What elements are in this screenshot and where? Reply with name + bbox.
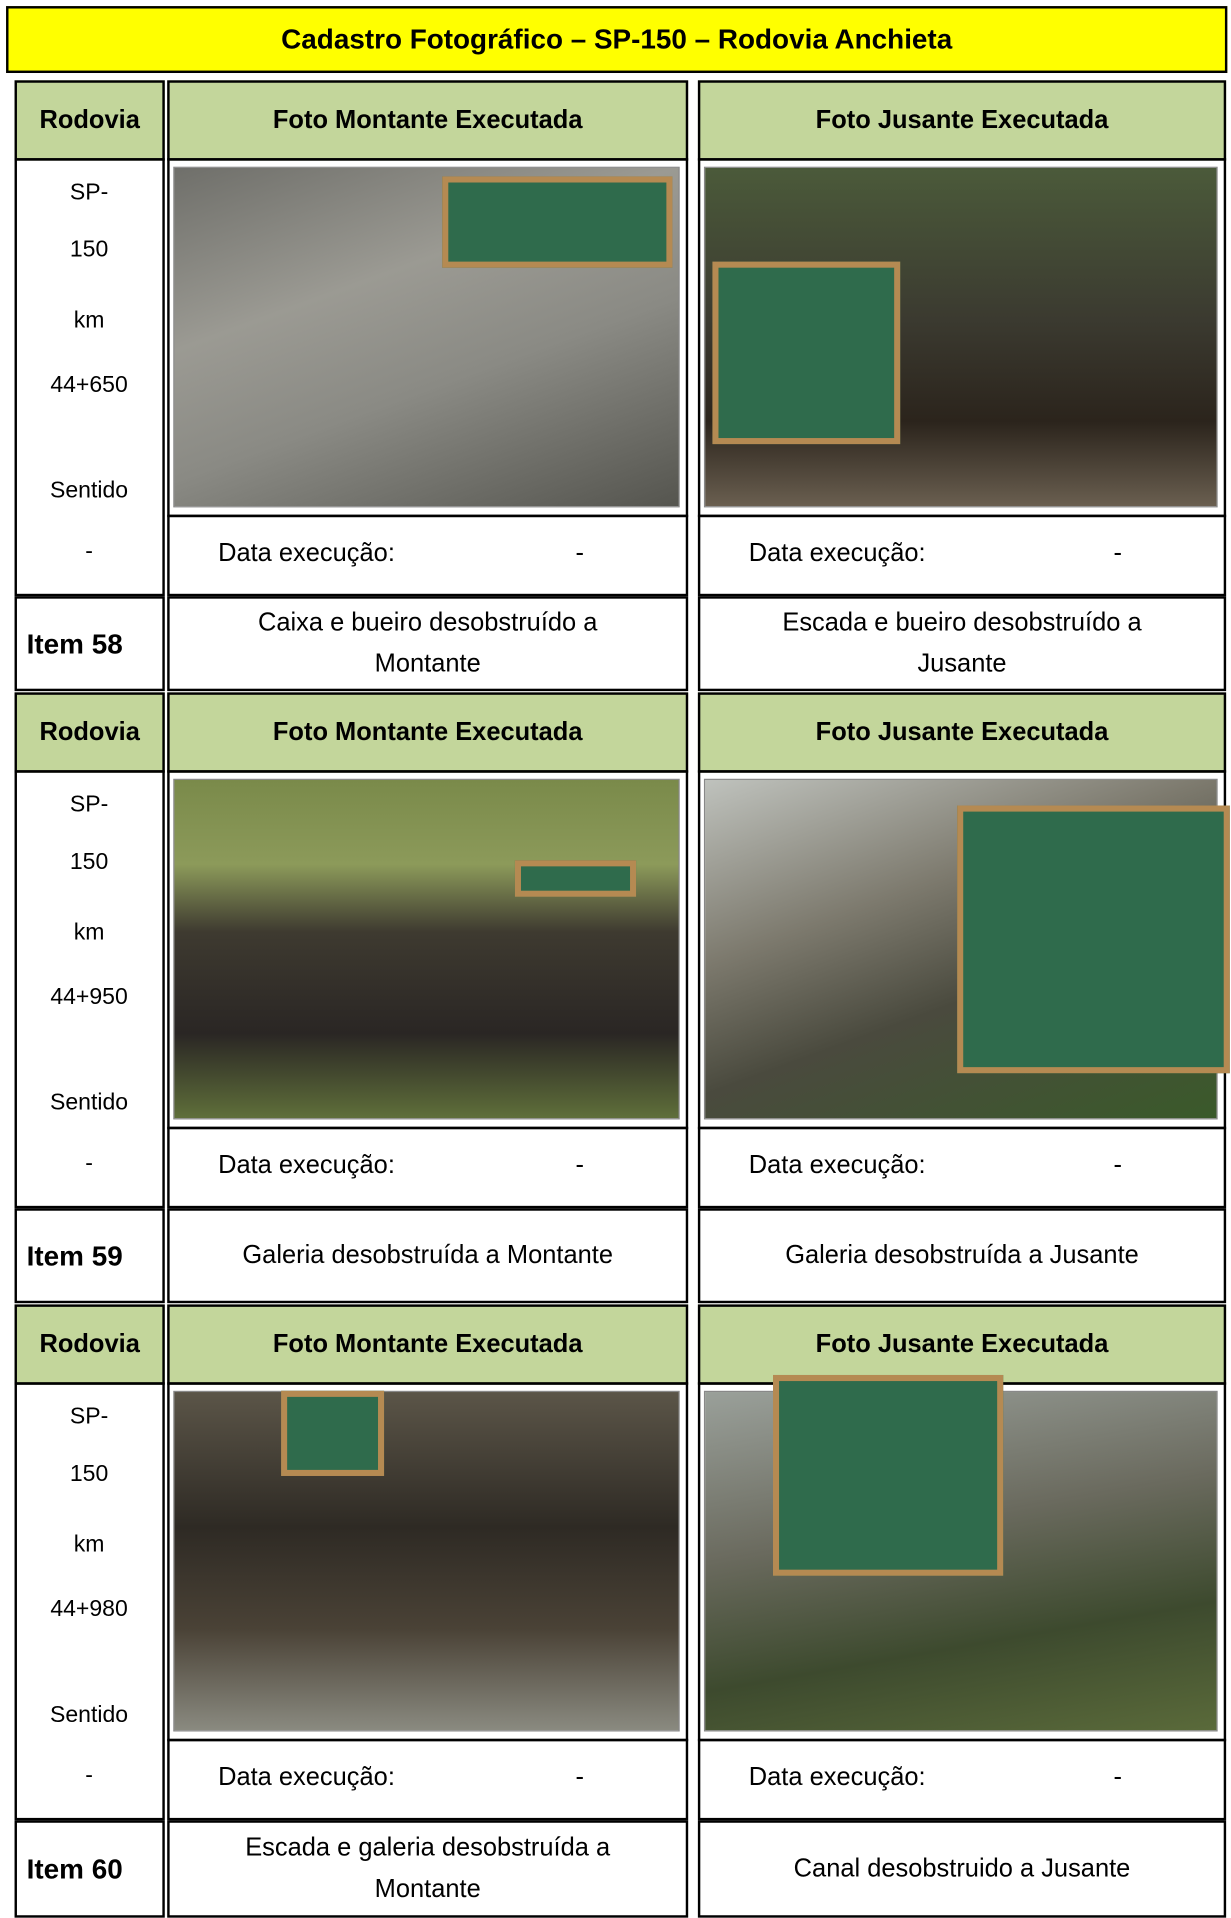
column-header: Rodovia bbox=[14, 1304, 165, 1385]
location-line: - bbox=[85, 539, 93, 565]
column-header: Foto Montante Executada bbox=[167, 692, 689, 773]
date-cell bbox=[697, 1738, 1227, 1821]
date-value: - bbox=[575, 1151, 584, 1180]
photo-sign bbox=[712, 261, 901, 445]
photo-sign bbox=[442, 176, 673, 268]
date-cell bbox=[167, 1738, 689, 1821]
date-label: Data execução: bbox=[218, 1151, 395, 1180]
location-line: 150 bbox=[69, 1461, 109, 1487]
location-line: Sentido bbox=[49, 1090, 129, 1116]
location-line: SP- bbox=[69, 792, 109, 818]
description: Escada e galeria desobstruída a Montante bbox=[167, 1820, 689, 1918]
column-header: Rodovia bbox=[14, 80, 165, 161]
column-header: Foto Jusante Executada bbox=[697, 692, 1227, 773]
date-value: - bbox=[575, 1763, 584, 1792]
location-line: km bbox=[73, 1531, 105, 1558]
location-line: Sentido bbox=[49, 1702, 129, 1728]
location-line: 44+950 bbox=[50, 984, 128, 1010]
column-header: Foto Jusante Executada bbox=[697, 80, 1227, 161]
location-cell bbox=[14, 1382, 165, 1821]
date-cell bbox=[697, 514, 1227, 597]
location-line: 44+650 bbox=[50, 372, 128, 398]
photo bbox=[173, 1390, 680, 1732]
location-line: km bbox=[73, 919, 105, 946]
location-line: - bbox=[85, 1151, 93, 1177]
date-label: Data execução: bbox=[748, 539, 926, 568]
column-header: Foto Montante Executada bbox=[167, 80, 689, 161]
item-label: Item 59 bbox=[14, 1208, 165, 1304]
description: Galeria desobstruída a Jusante bbox=[697, 1208, 1227, 1304]
photo-sign bbox=[957, 805, 1230, 1074]
date-value: - bbox=[1113, 1763, 1122, 1792]
location-line: km bbox=[73, 307, 105, 334]
date-value: - bbox=[1113, 1151, 1122, 1180]
date-cell bbox=[697, 1126, 1227, 1209]
location-cell bbox=[14, 770, 165, 1209]
item-label: Item 58 bbox=[14, 596, 165, 692]
description: Galeria desobstruída a Montante bbox=[167, 1208, 689, 1304]
description: Escada e bueiro desobstruído a Jusante bbox=[697, 596, 1227, 692]
date-cell bbox=[167, 1126, 689, 1209]
item-label: Item 60 bbox=[14, 1820, 165, 1918]
photo-sign bbox=[773, 1374, 1004, 1576]
date-label: Data execução: bbox=[748, 1151, 926, 1180]
column-header: Foto Jusante Executada bbox=[697, 1304, 1227, 1385]
location-line: - bbox=[85, 1763, 93, 1789]
date-value: - bbox=[1113, 539, 1122, 568]
title: Cadastro Fotográfico – SP-150 – Rodovia … bbox=[6, 6, 1228, 74]
photo bbox=[173, 778, 680, 1120]
location-line: 150 bbox=[69, 849, 109, 875]
location-line: 150 bbox=[69, 237, 109, 263]
photo-sign bbox=[281, 1390, 385, 1476]
location-line: SP- bbox=[69, 180, 109, 206]
location-line: Sentido bbox=[49, 478, 129, 504]
description: Caixa e bueiro desobstruído a Montante bbox=[167, 596, 689, 692]
location-line: 44+980 bbox=[50, 1596, 128, 1622]
column-header: Foto Montante Executada bbox=[167, 1304, 689, 1385]
column-header: Rodovia bbox=[14, 692, 165, 773]
date-label: Data execução: bbox=[218, 1763, 395, 1792]
description: Canal desobstruido a Jusante bbox=[697, 1820, 1227, 1918]
location-line: SP- bbox=[69, 1404, 109, 1430]
date-label: Data execução: bbox=[218, 539, 395, 568]
date-cell bbox=[167, 514, 689, 597]
date-value: - bbox=[575, 539, 584, 568]
location-cell bbox=[14, 158, 165, 597]
photo-sign bbox=[514, 860, 637, 897]
date-label: Data execução: bbox=[748, 1763, 926, 1792]
